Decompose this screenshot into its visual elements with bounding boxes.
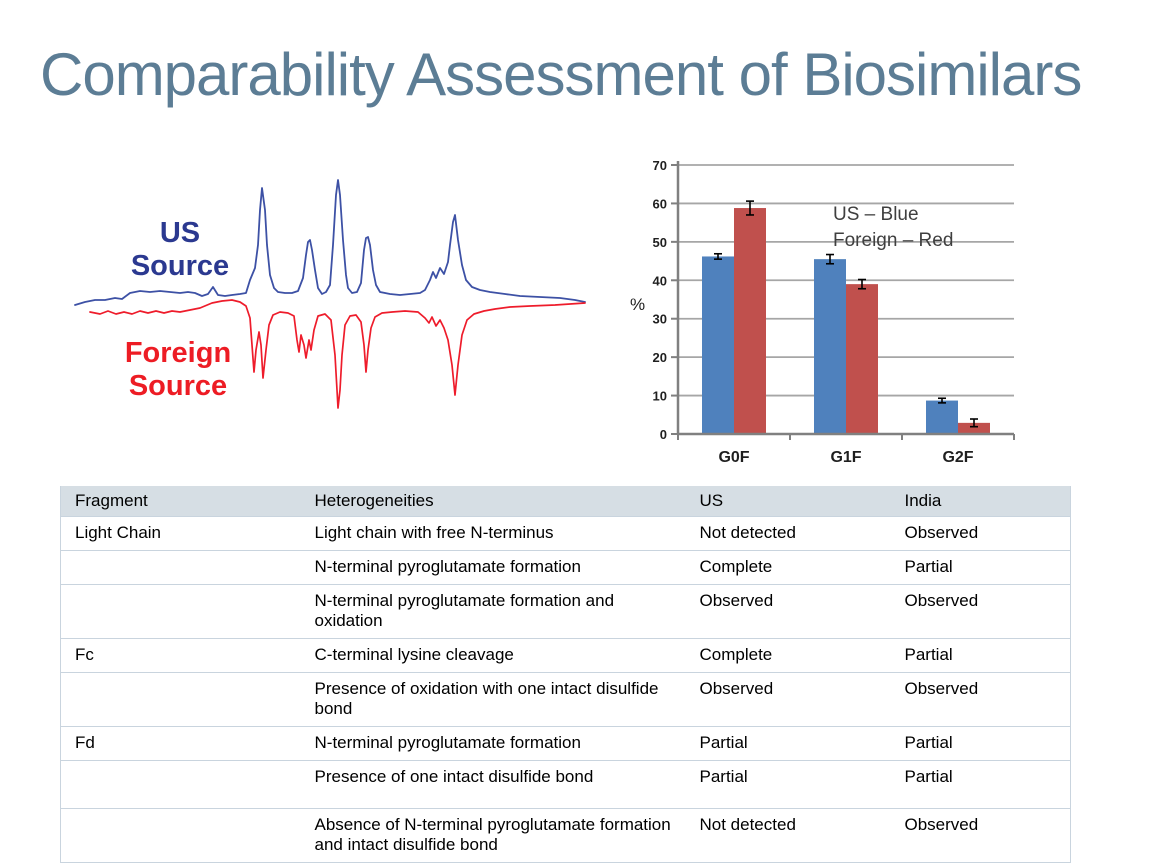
x-tick-label: G2F [942, 449, 973, 466]
cell-us: Observed [685, 584, 891, 639]
cell-us: Complete [685, 638, 891, 673]
us-trace [74, 179, 586, 306]
us-source-label: US [160, 217, 200, 249]
header-us: US [685, 486, 891, 517]
cell-us: Partial [685, 726, 891, 761]
legend-line: US – Blue [833, 204, 919, 225]
cell-heterogeneity: N-terminal pyroglutamate formation [300, 726, 686, 761]
chromatogram-traces: US Source Foreign Source [74, 179, 586, 409]
table-row: Presence of one intact disulfide bond Pa… [60, 760, 1071, 809]
cell-fragment: Fc [60, 638, 301, 673]
legend-line: Foreign – Red [833, 230, 953, 251]
chromatogram-figure: US Source Foreign Source [60, 150, 600, 450]
cell-heterogeneity: Absence of N-terminal pyroglutamate form… [300, 808, 686, 863]
cell-india: Partial [890, 726, 1071, 761]
y-tick-label: 50 [653, 235, 667, 250]
cell-india: Partial [890, 760, 1071, 809]
glycan-bar-chart: G0F G1F G2F 0 10 20 30 40 50 60 70 US – Blue Foreign… [610, 150, 1030, 480]
table-row: Fc C-terminal lysine cleavage Complete P… [60, 638, 1071, 673]
cell-fragment: Fd [60, 726, 301, 761]
table-row: Light Chain Light chain with free N-term… [60, 516, 1071, 551]
cell-us: Partial [685, 760, 891, 809]
y-axis-label: % [630, 295, 645, 314]
y-tick-label: 0 [660, 427, 667, 442]
cell-fragment [60, 550, 301, 585]
bar-foreign-g0f [734, 208, 766, 434]
bar-chart-canvas: G0F G1F G2F 0 10 20 30 40 50 60 70 US – Blue Foreign… [630, 158, 1015, 466]
y-tick-label: 60 [653, 196, 667, 211]
cell-us: Not detected [685, 516, 891, 551]
y-tick-label: 70 [653, 158, 667, 173]
cell-fragment [60, 760, 301, 809]
cell-us: Not detected [685, 808, 891, 863]
cell-fragment [60, 584, 301, 639]
cell-india: Observed [890, 808, 1071, 863]
cell-fragment: Light Chain [60, 516, 301, 551]
cell-heterogeneity: C-terminal lysine cleavage [300, 638, 686, 673]
table-row: N-terminal pyroglutamate formation and o… [60, 584, 1071, 639]
cell-india: Partial [890, 550, 1071, 585]
cell-india: Observed [890, 516, 1071, 551]
us-source-label-line2: Source [131, 250, 229, 282]
foreign-source-label: Foreign [125, 337, 231, 369]
table-row: Presence of oxidation with one intact di… [60, 672, 1071, 727]
bar-foreign-g2f [958, 422, 990, 434]
y-tick-label: 30 [653, 312, 667, 327]
y-tick-label: 10 [653, 389, 667, 404]
foreign-trace [89, 299, 586, 409]
comparability-table: Fragment Heterogeneities US India Light … [60, 486, 1071, 863]
header-fragment: Fragment [60, 486, 301, 517]
comparability-table-wrap: Fragment Heterogeneities US India Light … [60, 486, 1071, 863]
y-tick-label: 40 [653, 273, 667, 288]
table-header-row: Fragment Heterogeneities US India [60, 486, 1071, 517]
x-tick-label: G1F [830, 449, 861, 466]
table-row: N-terminal pyroglutamate formation Compl… [60, 550, 1071, 585]
header-india: India [890, 486, 1071, 517]
cell-fragment [60, 808, 301, 863]
cell-us: Observed [685, 672, 891, 727]
cell-heterogeneity: N-terminal pyroglutamate formation [300, 550, 686, 585]
page-title: Comparability Assessment of Biosimilars [40, 41, 1082, 108]
cell-fragment [60, 672, 301, 727]
bar-us-g2f [926, 400, 958, 434]
header-heterogeneities: Heterogeneities [300, 486, 686, 517]
bar-us-g0f [702, 256, 734, 434]
cell-us: Complete [685, 550, 891, 585]
cell-heterogeneity: Presence of one intact disulfide bond [300, 760, 686, 809]
table-row: Fd N-terminal pyroglutamate formation Pa… [60, 726, 1071, 761]
x-tick-label: G0F [718, 449, 749, 466]
cell-heterogeneity: Presence of oxidation with one intact di… [300, 672, 686, 727]
cell-heterogeneity: N-terminal pyroglutamate formation and o… [300, 584, 686, 639]
cell-india: Partial [890, 638, 1071, 673]
cell-india: Observed [890, 584, 1071, 639]
cell-heterogeneity: Light chain with free N-terminus [300, 516, 686, 551]
bar-foreign-g1f [846, 284, 878, 434]
table-row: Absence of N-terminal pyroglutamate form… [60, 808, 1071, 863]
cell-india: Observed [890, 672, 1071, 727]
bar-us-g1f [814, 259, 846, 434]
y-tick-label: 20 [653, 350, 667, 365]
foreign-source-label-line2: Source [129, 370, 227, 402]
